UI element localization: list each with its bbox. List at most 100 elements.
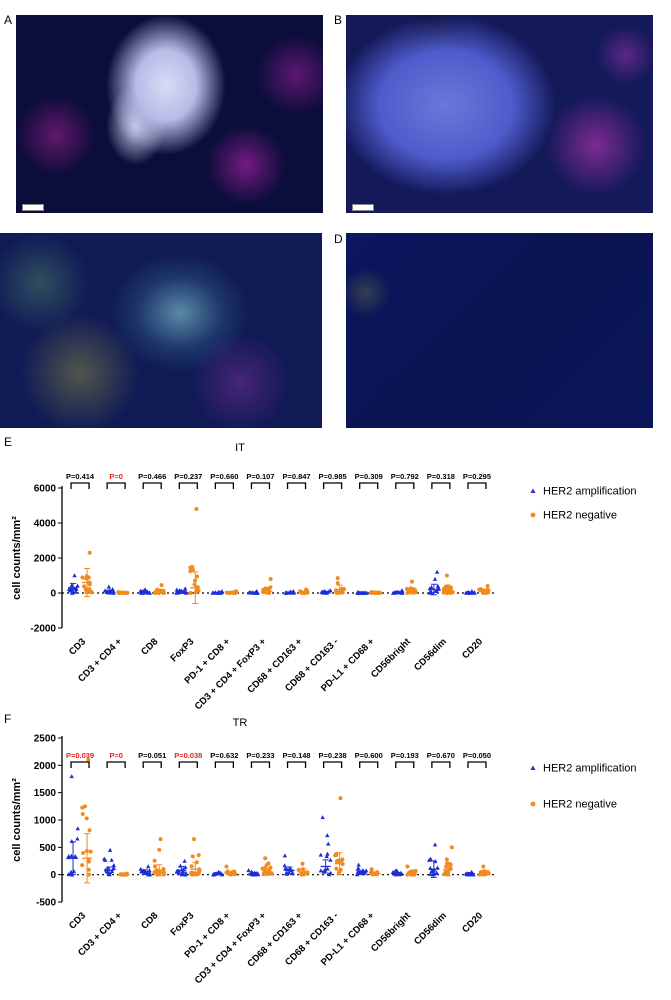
data-point [72, 573, 77, 578]
significance-bracket [250, 482, 271, 489]
data-point [450, 590, 455, 595]
y-tick-label: -500 [36, 898, 56, 909]
data-point [435, 583, 441, 588]
micrograph-d [346, 233, 653, 428]
data-point [432, 842, 438, 847]
category-label: CD8 [139, 910, 160, 931]
data-point [326, 841, 331, 846]
y-axis-label: cell counts/mm² [11, 778, 23, 862]
p-value: P=0 [109, 751, 123, 760]
data-point [157, 847, 162, 852]
data-point [211, 872, 217, 877]
data-point [442, 872, 447, 877]
data-point [80, 575, 85, 580]
p-value: P=0.309 [355, 472, 383, 481]
significance-bracket [106, 761, 126, 768]
data-point [107, 872, 112, 877]
data-point [434, 870, 439, 875]
data-point [434, 588, 439, 593]
significance-bracket [431, 482, 451, 489]
category-label: CD56dim [412, 636, 449, 673]
data-point [325, 851, 330, 856]
panel-letter-a: A [4, 13, 13, 27]
significance-bracket [286, 482, 307, 489]
p-value: P=0.600 [355, 751, 383, 760]
data-point [68, 587, 73, 592]
y-tick-label: 1500 [34, 788, 57, 799]
chart-e-it: IT -2000 0 2000 4000 6000 cell counts/mm² P=0.4… [11, 442, 637, 710]
data-point [191, 837, 196, 842]
data-point [152, 858, 157, 863]
y-tick-label: 0 [50, 870, 56, 881]
significance-bracket [214, 482, 235, 489]
significance-bracket [286, 761, 307, 768]
data-point [75, 583, 80, 588]
data-point [138, 866, 143, 871]
data-point [485, 584, 490, 588]
y-tick-label: 2000 [34, 554, 57, 565]
significance-bracket [70, 761, 90, 768]
significance-bracket [178, 482, 198, 489]
data-point [145, 864, 151, 869]
data-point [328, 857, 333, 862]
data-point [86, 757, 91, 762]
data-point [410, 579, 415, 584]
category-label: CD20 [460, 636, 485, 661]
data-point [195, 574, 200, 579]
significance-bracket [70, 482, 90, 489]
data-point [224, 864, 229, 869]
legend-label: HER2 negative [543, 799, 617, 811]
data-point [246, 868, 251, 873]
data-point [183, 586, 188, 591]
data-point [104, 869, 109, 874]
data-point [153, 590, 158, 595]
significance-bracket [142, 761, 162, 768]
data-point [283, 866, 288, 871]
chart-title: IT [235, 442, 245, 454]
panel-letter-b: B [334, 13, 343, 27]
data-point [428, 856, 433, 861]
chart-f-tr: TR -500 0 500 1000 1500 2000 2500 cell counts/mm… [11, 717, 637, 986]
data-point [444, 573, 449, 578]
data-point [325, 866, 330, 871]
data-point [87, 550, 92, 555]
panel-letter-d: D [334, 232, 343, 246]
data-point [87, 828, 92, 833]
legend-marker [530, 765, 536, 770]
data-point [435, 865, 440, 870]
significance-bracket [359, 482, 379, 489]
data-point [152, 864, 157, 869]
data-point [318, 852, 324, 857]
p-value: P=0.985 [319, 472, 347, 481]
category-label: CD3 + CD4 + FoxP3 + [193, 910, 269, 986]
category-label: CD56dim [412, 910, 449, 947]
category-label: FoxP3 [168, 910, 196, 938]
scale-bar [352, 204, 374, 211]
data-point [188, 569, 193, 574]
data-point [328, 870, 333, 875]
data-point [282, 853, 288, 858]
data-point [325, 833, 330, 838]
y-tick-label: 2500 [34, 734, 57, 745]
data-point [111, 865, 116, 870]
significance-bracket [214, 761, 235, 768]
data-point [356, 866, 361, 871]
data-point [102, 856, 107, 861]
data-point [189, 870, 194, 875]
p-value: P=0.466 [138, 472, 166, 481]
data-point [481, 864, 486, 869]
p-value: P=0.660 [210, 472, 238, 481]
y-tick-label: 500 [39, 843, 56, 854]
data-point [183, 865, 188, 870]
data-point [178, 863, 183, 868]
p-value: P=0.792 [391, 472, 419, 481]
legend-marker [530, 488, 536, 493]
data-point [434, 569, 440, 574]
y-tick-label: 0 [50, 589, 56, 600]
scale-bar [22, 204, 44, 211]
data-point [443, 584, 448, 589]
data-point [263, 856, 268, 861]
micrograph-c [0, 233, 322, 428]
data-point [83, 804, 88, 809]
data-point [88, 849, 93, 854]
